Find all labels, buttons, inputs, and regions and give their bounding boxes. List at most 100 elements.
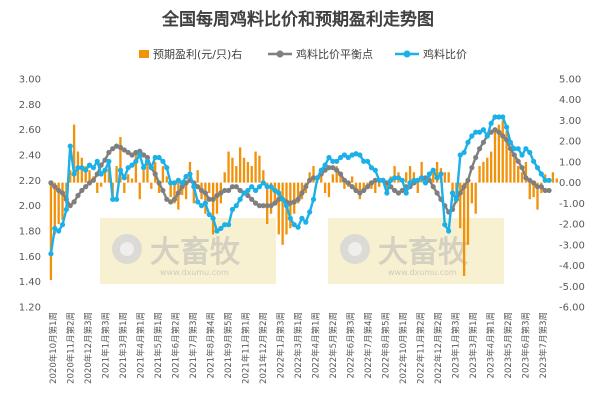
profit-bar: [177, 182, 180, 210]
profit-bar: [536, 182, 539, 210]
breakeven-point: [214, 192, 220, 199]
right-tick-label: 1.00: [559, 157, 581, 168]
ratio-point: [175, 177, 181, 183]
breakeven-point: [295, 196, 301, 202]
breakeven-point: [430, 184, 436, 190]
breakeven-point: [71, 199, 77, 205]
profit-bar: [470, 182, 473, 204]
profit-bar: [385, 182, 389, 193]
right-tick-label: -2.00: [559, 220, 585, 231]
ratio-point: [403, 190, 409, 196]
breakeven-point: [538, 184, 544, 190]
profit-bar: [165, 176, 168, 183]
ratio-point: [330, 158, 336, 164]
ratio-point: [488, 120, 494, 126]
x-tick-label: 2023年5月第2周: [503, 312, 514, 378]
profit-bar: [242, 157, 246, 183]
right-tick-label: 5.00: [559, 75, 581, 86]
profit-bar: [96, 182, 99, 193]
ratio-point: [453, 196, 459, 202]
ratio-point: [299, 215, 305, 221]
breakeven-point: [206, 196, 212, 202]
profit-bar: [211, 182, 215, 235]
ratio-point: [98, 171, 104, 177]
profit-bar: [103, 172, 107, 183]
ratio-point: [83, 167, 89, 173]
ratio-point: [110, 196, 116, 202]
profit-bar: [489, 151, 493, 183]
right-tick-label: -6.00: [559, 303, 585, 314]
watermark-1: 大畜牧 www.dxumu.com: [100, 218, 276, 284]
x-tick-label: 2022年11月第2周: [416, 312, 427, 384]
breakeven-point: [56, 187, 62, 194]
legend-profit-label: 预期盈利(元/只)右: [153, 47, 242, 61]
ratio-point: [546, 177, 552, 183]
breakeven-point: [59, 190, 66, 196]
breakeven-point: [168, 199, 174, 205]
left-tick-label: 2.00: [19, 201, 41, 212]
breakeven-point: [546, 187, 552, 194]
left-tick-label: 2.20: [19, 176, 41, 187]
breakeven-point: [210, 196, 216, 202]
ratio-point: [210, 215, 216, 221]
ratio-point: [179, 180, 185, 186]
breakeven-point: [476, 146, 483, 152]
ratio-point: [430, 167, 436, 173]
ratio-point: [222, 222, 228, 228]
breakeven-point: [492, 127, 498, 133]
ratio-point: [272, 187, 278, 194]
ratio-point: [480, 127, 487, 133]
watermark-2: 大畜牧 www.dxumu.com: [328, 218, 504, 284]
ratio-point: [291, 222, 297, 228]
breakeven-point: [326, 165, 332, 171]
breakeven-point: [164, 196, 170, 202]
ratio-point: [496, 114, 502, 120]
ratio-point: [280, 196, 286, 202]
breakeven-point: [272, 200, 278, 206]
profit-bar: [192, 182, 195, 204]
profit-bar: [161, 166, 165, 183]
ratio-point: [121, 175, 127, 181]
profit-bar: [501, 120, 504, 183]
profit-bar: [231, 157, 234, 183]
chart-title: 全国每周鸡料比价和预期盈利走势图: [161, 9, 434, 30]
ratio-point: [144, 158, 151, 164]
ratio-point: [422, 180, 429, 186]
right-tick-label: 0.00: [559, 178, 581, 189]
profit-bar: [509, 151, 512, 183]
breakeven-point: [75, 192, 81, 199]
breakeven-point: [52, 184, 58, 190]
breakeven-point: [341, 177, 348, 183]
ratio-point: [345, 154, 351, 161]
profit-bar: [173, 182, 176, 204]
ratio-point: [411, 177, 417, 183]
breakeven-point: [500, 133, 506, 139]
ratio-point: [75, 165, 81, 171]
breakeven-point: [353, 187, 359, 194]
ratio-point: [86, 162, 93, 168]
breakeven-point: [256, 203, 263, 209]
breakeven-point: [90, 177, 97, 183]
breakeven-point: [434, 190, 440, 196]
left-tick-label: 1.80: [19, 227, 41, 238]
breakeven-point: [457, 190, 463, 196]
profit-bar: [451, 182, 454, 193]
ratio-point: [434, 175, 440, 181]
ratio-point: [125, 165, 131, 171]
ratio-point: [357, 152, 363, 158]
breakeven-point: [330, 165, 336, 171]
profit-bar: [462, 182, 466, 276]
ratio-point: [164, 165, 170, 171]
profit-bar: [238, 147, 242, 183]
profit-bar: [478, 166, 481, 183]
profit-bar: [474, 182, 477, 214]
profit-bar: [69, 170, 72, 183]
left-axis: 1.20 1.40 1.60 1.80 2.00 2.20 2.40 2.60 2.80 3.00: [19, 75, 41, 314]
ratio-point: [310, 196, 317, 202]
x-tick-label: 2021年11月第1周: [241, 312, 252, 384]
right-tick-label: -4.00: [559, 261, 585, 272]
ratio-point: [361, 158, 367, 164]
ratio-point: [268, 184, 274, 190]
breakeven-point: [531, 180, 537, 186]
